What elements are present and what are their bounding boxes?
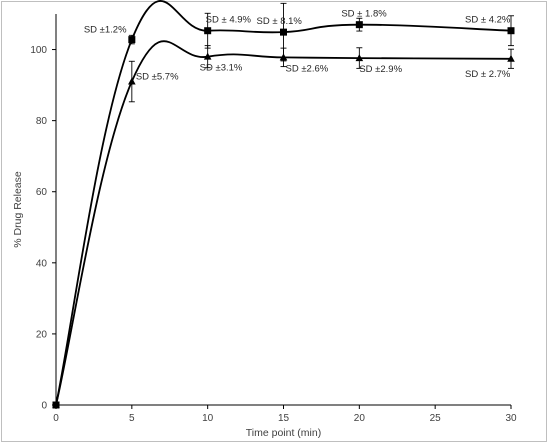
y-tick-label: 100 — [30, 45, 47, 56]
y-tick-label: 40 — [36, 258, 48, 269]
data-point-triangle — [203, 52, 212, 60]
sd-annotation: SD ±2.6% — [286, 63, 329, 74]
x-tick-label: 5 — [129, 413, 135, 424]
series-line — [55, 40, 512, 406]
sd-annotation: SD ± 4.9% — [206, 15, 252, 26]
series-layer — [52, 0, 515, 409]
data-point-square — [280, 28, 287, 36]
x-tick-label: 10 — [202, 413, 214, 424]
sd-annotation: SD ±2.9% — [359, 64, 402, 75]
data-point-square — [507, 27, 515, 35]
x-axis-title: Time point (min) — [246, 427, 321, 439]
x-tick-label: 30 — [505, 413, 517, 424]
sd-annotation: SD ±1.2% — [84, 25, 127, 36]
y-tick-label: 20 — [36, 329, 48, 340]
y-tick-label: 60 — [36, 187, 48, 198]
x-tick-label: 20 — [354, 413, 366, 424]
data-point-square — [204, 27, 212, 35]
data-point-triangle — [279, 53, 288, 61]
sd-annotation: SD ±3.1% — [200, 63, 243, 74]
sd-annotation: SD ± 8.1% — [257, 16, 303, 27]
y-tick-label: 0 — [41, 401, 47, 412]
x-tick-label: 25 — [430, 413, 442, 424]
labels-layer: SD ±1.2% SD ± 4.9% SD ± 8.1% SD ± 1.8% SD ± … — [84, 9, 511, 83]
data-point-triangle — [128, 77, 136, 85]
x-tick-label: 15 — [278, 413, 290, 424]
axes: 0 20 40 60 80 100 0 5 10 15 20 25 30 — [30, 14, 517, 424]
data-point-triangle — [355, 54, 364, 62]
sd-annotation: SD ± 2.7% — [465, 69, 511, 80]
x-tick-label: 0 — [53, 413, 59, 424]
sd-annotation: SD ± 4.2% — [465, 15, 511, 26]
y-axis-title: % Drug Release — [12, 171, 24, 248]
data-point-triangle — [52, 401, 60, 408]
data-point-triangle — [507, 54, 515, 62]
data-point-square — [355, 21, 363, 29]
data-point-square — [128, 36, 136, 44]
sd-annotation: SD ±5.7% — [136, 72, 179, 83]
y-tick-label: 80 — [36, 116, 48, 127]
sd-annotation: SD ± 1.8% — [341, 9, 387, 20]
